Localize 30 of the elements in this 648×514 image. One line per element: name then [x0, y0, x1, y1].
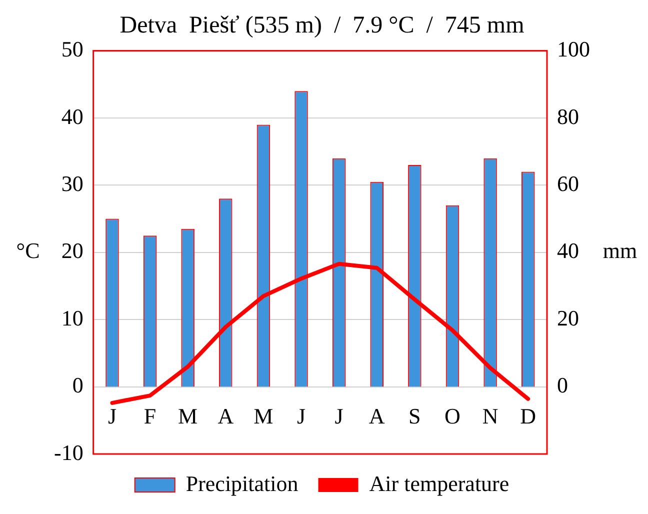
x-tick-label: J	[334, 404, 344, 429]
legend-label: Air temperature	[369, 470, 510, 496]
y-tick-label: 30	[61, 170, 84, 196]
x-tick-label: F	[144, 404, 156, 429]
x-tick-label: J	[108, 404, 117, 429]
y-axis-title: °C	[16, 238, 40, 264]
x-tick-label: D	[520, 404, 536, 429]
y-tick-label: 20	[61, 238, 84, 264]
y2-tick-label: 60	[557, 170, 579, 196]
x-tick-label: M	[254, 404, 274, 429]
legend-label: Precipitation	[186, 470, 298, 496]
y2-tick-label: 80	[557, 104, 579, 129]
y2-tick-label: 100	[557, 36, 590, 62]
x-tick-label: A	[218, 404, 234, 429]
x-tick-label: J	[296, 404, 306, 429]
x-tick-label: A	[368, 404, 385, 429]
y-tick-label: 40	[61, 104, 84, 129]
y2-axis-title: mm	[602, 238, 638, 264]
y-tick-label: -10	[54, 440, 84, 465]
y-tick-label: 0	[72, 372, 84, 398]
x-tick-label: M	[178, 404, 198, 429]
x-tick-label: S	[408, 404, 421, 429]
y2-tick-label: 0	[557, 372, 568, 398]
y2-tick-label: 40	[557, 238, 579, 264]
y-tick-label: 50	[61, 36, 84, 62]
x-tick-label: N	[482, 404, 498, 429]
y2-tick-label: 20	[557, 305, 579, 330]
x-tick-label: O	[444, 404, 460, 429]
y-tick-label: 10	[61, 305, 84, 330]
chart-title: Detva Piešť (535 m) / 7.9 °C / 745 mm	[120, 12, 525, 39]
